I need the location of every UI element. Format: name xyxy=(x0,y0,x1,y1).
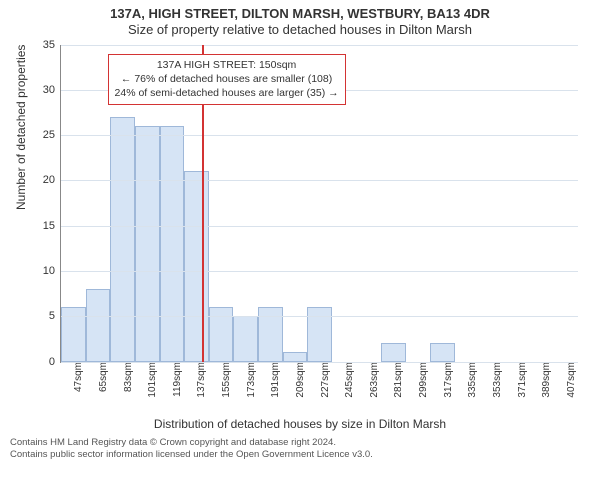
y-tick-label: 5 xyxy=(49,310,61,322)
histogram-bar xyxy=(86,289,111,361)
histogram-bar xyxy=(184,171,209,361)
histogram-bar xyxy=(110,117,135,362)
y-tick-label: 35 xyxy=(43,39,61,51)
chart-area: 47sqm 65sqm 83sqm 101sqm 119sqm 137sqm 155sqm 1… xyxy=(60,45,578,415)
bar-slot: 407sqm xyxy=(554,45,579,362)
footer-line1: Contains HM Land Registry data © Crown c… xyxy=(10,437,590,449)
x-tick-label: 389sqm xyxy=(537,362,552,398)
chart-title-line1: 137A, HIGH STREET, DILTON MARSH, WESTBUR… xyxy=(0,6,600,22)
x-tick-label: 335sqm xyxy=(463,362,478,398)
x-tick-label: 371sqm xyxy=(513,362,528,398)
x-tick-label: 317sqm xyxy=(439,362,454,398)
x-tick-label: 245sqm xyxy=(340,362,355,398)
x-tick-label: 227sqm xyxy=(316,362,331,398)
x-tick-label: 191sqm xyxy=(266,362,281,398)
y-tick-label: 20 xyxy=(43,174,61,186)
bar-slot: 47sqm xyxy=(61,45,86,362)
x-tick-label: 173sqm xyxy=(242,362,257,398)
y-tick-label: 15 xyxy=(43,220,61,232)
x-tick-label: 299sqm xyxy=(414,362,429,398)
histogram-bar xyxy=(283,352,308,361)
x-tick-label: 155sqm xyxy=(217,362,232,398)
histogram-bar xyxy=(233,316,258,361)
bar-slot: 371sqm xyxy=(504,45,529,362)
histogram-bar xyxy=(430,343,455,361)
x-tick-label: 47sqm xyxy=(69,362,84,392)
footer-attribution: Contains HM Land Registry data © Crown c… xyxy=(0,431,600,462)
y-tick-label: 25 xyxy=(43,129,61,141)
histogram-bar xyxy=(381,343,406,361)
y-tick-label: 0 xyxy=(49,356,61,368)
x-tick-label: 209sqm xyxy=(291,362,306,398)
chart-title-block: 137A, HIGH STREET, DILTON MARSH, WESTBUR… xyxy=(0,0,600,39)
annotation-line: ← 76% of detached houses are smaller (10… xyxy=(115,72,339,86)
histogram-bar xyxy=(160,126,185,361)
gridline xyxy=(61,180,578,181)
gridline xyxy=(61,316,578,317)
x-tick-label: 281sqm xyxy=(389,362,404,398)
y-tick-label: 10 xyxy=(43,265,61,277)
bar-slot: 263sqm xyxy=(357,45,382,362)
bar-slot: 389sqm xyxy=(529,45,554,362)
gridline xyxy=(61,45,578,46)
gridline xyxy=(61,362,578,363)
y-axis-label: Number of detached properties xyxy=(14,45,28,210)
x-tick-label: 263sqm xyxy=(365,362,380,398)
x-tick-label: 83sqm xyxy=(119,362,134,392)
histogram-bar xyxy=(135,126,160,361)
x-tick-label: 119sqm xyxy=(168,362,183,397)
x-tick-label: 407sqm xyxy=(562,362,577,398)
x-tick-label: 65sqm xyxy=(94,362,109,392)
gridline xyxy=(61,226,578,227)
x-axis-label: Distribution of detached houses by size … xyxy=(0,417,600,431)
bar-slot: 281sqm xyxy=(381,45,406,362)
annotation-box: 137A HIGH STREET: 150sqm← 76% of detache… xyxy=(108,54,346,105)
bar-slot: 353sqm xyxy=(480,45,505,362)
x-tick-label: 101sqm xyxy=(143,362,158,398)
y-tick-label: 30 xyxy=(43,84,61,96)
x-tick-label: 353sqm xyxy=(488,362,503,398)
footer-line2: Contains public sector information licen… xyxy=(10,449,590,461)
gridline xyxy=(61,135,578,136)
bar-slot: 317sqm xyxy=(430,45,455,362)
bar-slot: 335sqm xyxy=(455,45,480,362)
chart-title-line2: Size of property relative to detached ho… xyxy=(0,22,600,38)
gridline xyxy=(61,271,578,272)
annotation-line: 24% of semi-detached houses are larger (… xyxy=(115,86,339,100)
bar-slot: 299sqm xyxy=(406,45,431,362)
plot-region: 47sqm65sqm83sqm101sqm119sqm137sqm155sqm1… xyxy=(60,45,578,363)
annotation-line: 137A HIGH STREET: 150sqm xyxy=(115,58,339,72)
x-tick-label: 137sqm xyxy=(192,362,207,398)
